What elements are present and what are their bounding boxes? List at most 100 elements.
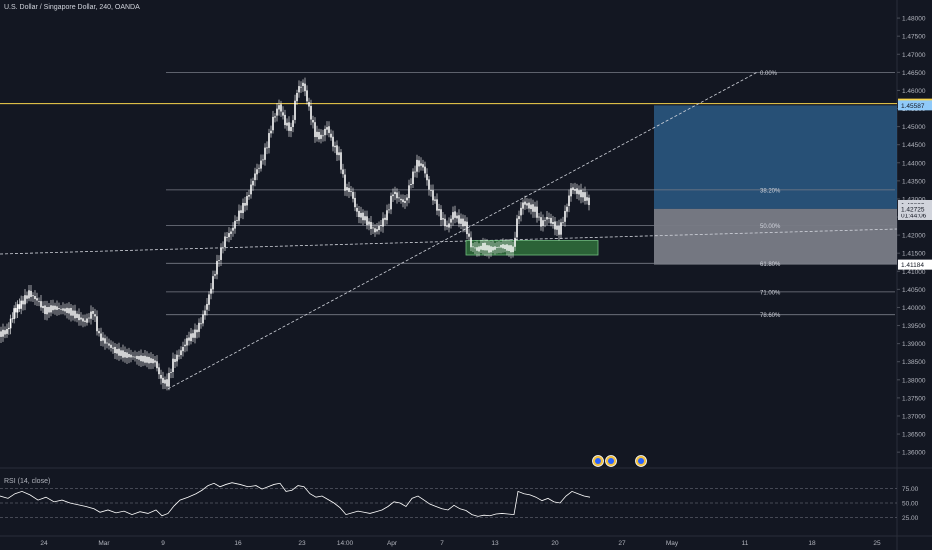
candle-body xyxy=(408,185,410,199)
candle-body xyxy=(24,295,26,305)
candle-body xyxy=(430,190,432,192)
candle-body xyxy=(180,350,182,356)
candle-body xyxy=(330,133,332,138)
candle-body xyxy=(48,306,50,313)
candle-body xyxy=(452,212,454,220)
candle-body xyxy=(136,355,138,359)
candle-body xyxy=(220,247,222,260)
candle-body xyxy=(124,351,126,358)
candle-body xyxy=(166,379,168,387)
candle-body xyxy=(392,194,394,197)
candle-body xyxy=(580,189,582,198)
candle-body xyxy=(554,221,556,230)
candle-body xyxy=(366,216,368,225)
candle-body xyxy=(11,318,14,320)
candle-body xyxy=(526,203,528,206)
candle-body xyxy=(164,379,166,384)
event-badge-dot xyxy=(638,458,644,464)
candle-body xyxy=(98,331,100,334)
candle-body xyxy=(0,331,2,337)
candle-body xyxy=(64,308,66,312)
y-tick-label: 1.36500 xyxy=(902,432,926,439)
candle-body xyxy=(404,201,406,203)
candle-body xyxy=(458,215,460,224)
stop-zone xyxy=(654,208,897,265)
candle-body xyxy=(4,330,6,335)
candle-body xyxy=(470,237,472,248)
event-badge-dot xyxy=(608,458,614,464)
candle-body xyxy=(52,305,54,311)
candle-body xyxy=(46,306,48,315)
candle-body xyxy=(142,355,144,362)
fib-level-label: 71.00% xyxy=(760,290,781,296)
candle-body xyxy=(182,346,184,352)
candle-body xyxy=(62,308,64,311)
candle-body xyxy=(410,183,412,185)
candle-body xyxy=(280,104,282,112)
candle-body xyxy=(474,247,476,249)
candle-body xyxy=(288,122,290,131)
candle-body xyxy=(274,116,276,118)
candle-body xyxy=(522,202,524,209)
stop-price-tag: 1.41184 xyxy=(901,262,924,269)
candle-body xyxy=(508,245,510,251)
candle-body xyxy=(120,350,122,356)
candle-body xyxy=(574,189,576,191)
candle-body xyxy=(394,191,396,195)
y-tick-label: 1.46000 xyxy=(902,88,926,95)
candle-body xyxy=(44,305,46,314)
y-tick-label: 1.44000 xyxy=(902,160,926,167)
candle-body xyxy=(100,333,102,342)
candle-body xyxy=(350,191,352,192)
candle-body xyxy=(450,218,452,223)
candle-body xyxy=(326,127,328,130)
y-tick-label: 1.43500 xyxy=(902,178,926,185)
candle-body xyxy=(178,355,180,357)
candle-body xyxy=(588,197,590,206)
candle-body xyxy=(560,222,562,235)
candle-body xyxy=(112,347,114,349)
candle-body xyxy=(534,206,536,212)
candle-body xyxy=(568,195,570,206)
candle-body xyxy=(498,246,500,248)
candle-body xyxy=(424,166,426,174)
candle-body xyxy=(466,221,468,235)
candle-body xyxy=(400,198,402,201)
countdown-bg xyxy=(898,209,932,220)
candle-body xyxy=(254,173,256,181)
y-tick-label: 1.44500 xyxy=(902,142,926,149)
y-tick-label: 1.37000 xyxy=(902,413,926,420)
candle-body xyxy=(228,233,230,238)
candle-body xyxy=(516,218,518,238)
y-tick-label: 1.47500 xyxy=(902,34,926,41)
fib-level-label: 0.00% xyxy=(760,71,778,77)
y-tick-label: 1.41500 xyxy=(902,251,926,258)
candle-body xyxy=(344,174,346,191)
candle-body xyxy=(536,206,538,218)
y-tick-label: 1.45000 xyxy=(902,124,926,131)
candle-body xyxy=(428,179,430,190)
candle-body xyxy=(208,294,210,305)
candle-body xyxy=(198,322,200,332)
candle-body xyxy=(576,188,578,194)
candle-body xyxy=(108,343,110,346)
candle-body xyxy=(304,83,306,92)
candle-body xyxy=(556,225,558,230)
candle-body xyxy=(276,108,278,116)
candle-body xyxy=(464,221,466,227)
candle-body xyxy=(118,348,120,356)
candle-body xyxy=(552,222,554,225)
candle-body xyxy=(194,329,196,338)
candle-body xyxy=(72,310,74,316)
rsi-line xyxy=(0,482,591,517)
candle-body xyxy=(40,301,42,308)
candle-body xyxy=(396,192,398,199)
candle-body xyxy=(312,119,314,123)
candle-body xyxy=(384,217,386,220)
candle-body xyxy=(76,313,78,318)
candle-body xyxy=(374,228,376,233)
candle-body xyxy=(434,199,436,201)
candle-body xyxy=(442,218,444,220)
x-tick-label: 13 xyxy=(491,540,499,547)
